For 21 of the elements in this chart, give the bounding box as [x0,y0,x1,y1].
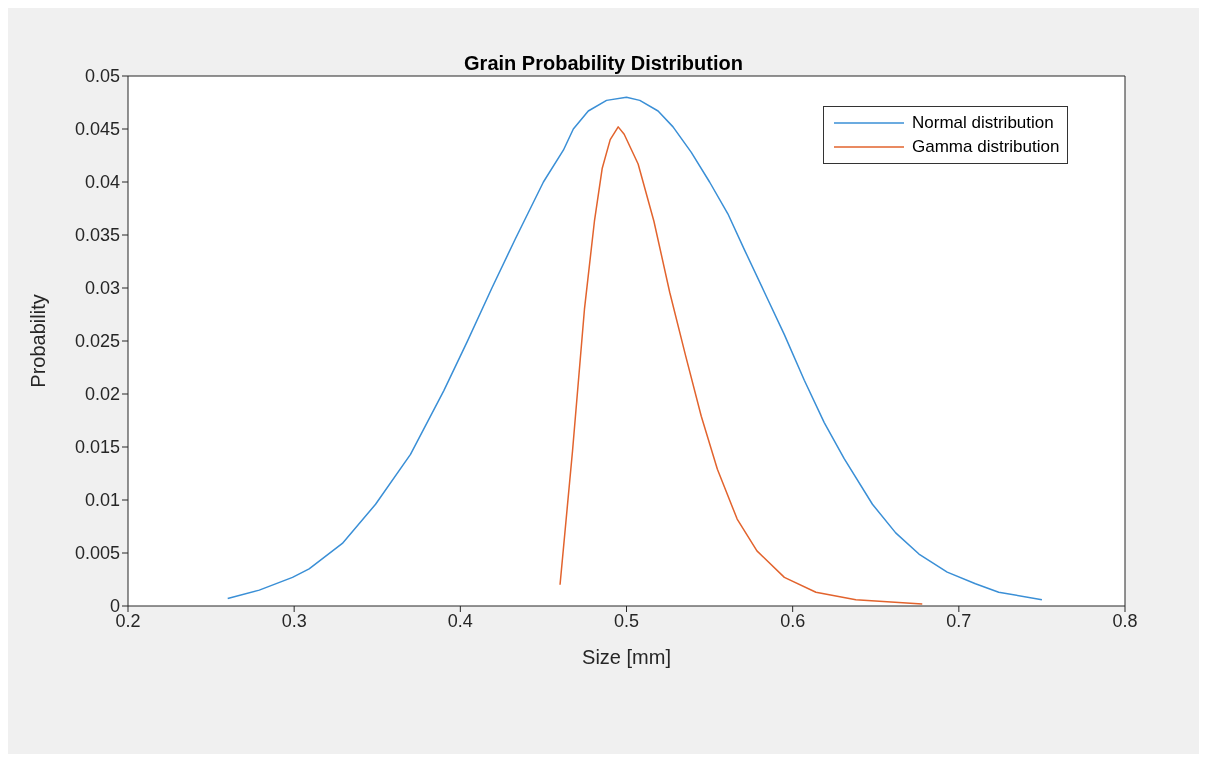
x-axis-title: Size [mm] [582,646,671,668]
chart-title: Grain Probability Distribution [464,52,743,74]
x-tick-label: 0.8 [1112,610,1138,631]
y-tick-label: 0.015 [74,437,120,458]
legend-label: Normal distribution [912,113,1054,133]
x-tick-label: 0.3 [281,610,307,631]
x-tick-label: 0.5 [613,610,640,631]
y-tick-label: 0.02 [84,384,120,405]
y-tick-label: 0.03 [84,278,120,299]
y-tick-label: 0.01 [84,490,120,511]
x-tick-label: 0.6 [780,610,806,631]
y-axis-title: Probability [27,294,50,388]
x-tick-label: 0.7 [946,610,972,631]
y-tick-label: 0.025 [74,331,120,352]
y-tick-label: 0.005 [74,543,120,564]
x-tick-label: 0.4 [447,610,473,631]
y-tick-label: 0.045 [74,119,120,140]
y-tick-label: 0.05 [84,66,120,87]
legend-label: Gamma distribution [912,137,1060,157]
y-tick-label: 0.04 [84,172,120,193]
y-tick-label: 0.035 [74,225,120,246]
